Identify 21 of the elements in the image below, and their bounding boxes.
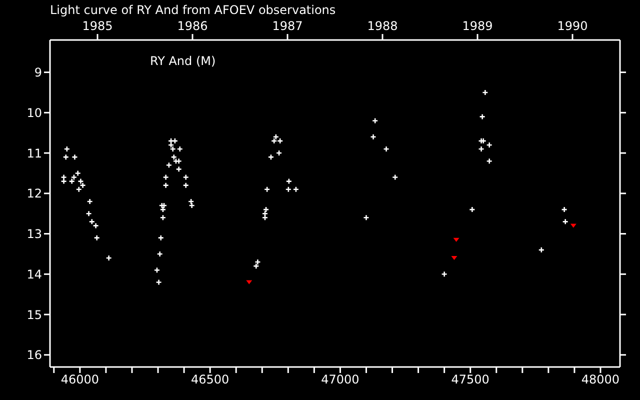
x2-tick-label: 1985 xyxy=(82,19,113,33)
y-tick-label: 14 xyxy=(26,267,42,282)
chart-title: Light curve of RY And from AFOEV observations xyxy=(50,3,336,17)
x2-tick-label: 1986 xyxy=(177,19,208,33)
y-tick-label: 16 xyxy=(26,348,42,362)
annotation: RY And (M) xyxy=(150,54,216,68)
y-tick-label: 13 xyxy=(26,227,42,242)
x2-tick-label: 1990 xyxy=(557,19,588,33)
x-tick-label: 47000 xyxy=(321,372,360,387)
y-tick-label: 10 xyxy=(26,106,42,120)
x-tick-label: 47500 xyxy=(451,372,490,387)
x-tick-label: 46500 xyxy=(190,372,230,387)
x-tick-label: 46000 xyxy=(60,372,100,387)
x2-tick-label: 1988 xyxy=(367,19,398,33)
x-tick-label: 48000 xyxy=(581,372,620,387)
x2-tick-label: 1989 xyxy=(462,19,493,33)
x2-tick-label: 1987 xyxy=(272,19,303,33)
y-tick-label: 11 xyxy=(26,146,42,160)
y-tick-label: 12 xyxy=(26,186,42,201)
y-tick-label: 15 xyxy=(26,308,42,322)
y-tick-label: 9 xyxy=(34,66,42,80)
